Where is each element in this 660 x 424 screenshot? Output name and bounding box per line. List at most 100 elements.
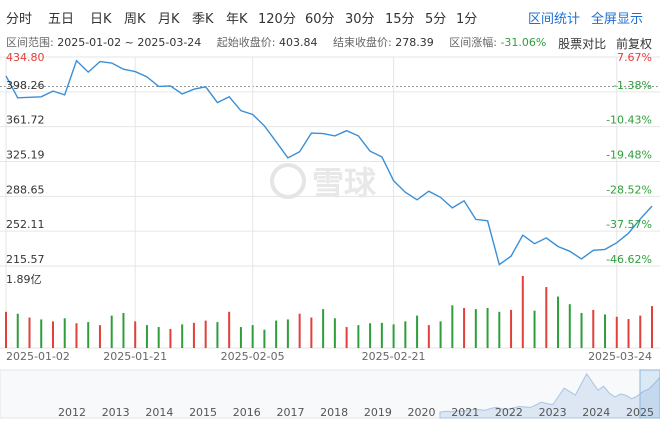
range-label: 区间范围: xyxy=(6,36,54,49)
chart-options: 股票对比 前复权 xyxy=(552,35,652,52)
volume-bar xyxy=(474,309,477,348)
volume-bar xyxy=(404,321,407,348)
volume-bar xyxy=(521,276,524,348)
navigator-year-label: 2021 xyxy=(451,406,479,419)
volume-bar xyxy=(110,315,113,348)
volume-bar xyxy=(333,318,336,348)
volume-bar xyxy=(157,327,160,348)
volume-bar xyxy=(380,322,383,348)
open-close-label: 起始收盘价: xyxy=(216,36,276,49)
volume-bar xyxy=(533,310,536,348)
volume-bar xyxy=(357,325,360,348)
tab-120-min[interactable]: 120分 xyxy=(258,12,296,27)
xueqiu-watermark: 雪球 xyxy=(270,163,377,202)
percent-tick-label: -19.48% xyxy=(606,148,652,161)
volume-bar xyxy=(239,327,242,348)
range-change-value: -31.06% xyxy=(500,36,547,49)
volume-bar xyxy=(51,321,54,348)
navigator-year-label: 2015 xyxy=(189,406,217,419)
volume-bar xyxy=(639,315,642,348)
period-tabs: 分时 五日 日K 周K 月K 季K 年K 120分 60分 30分 15分 5分… xyxy=(0,0,660,30)
percent-tick-label: -37.57% xyxy=(606,218,652,231)
tab-quarterly-k[interactable]: 季K xyxy=(192,12,214,27)
volume-bar xyxy=(181,324,184,348)
tab-yearly-k[interactable]: 年K xyxy=(226,12,248,27)
volume-bar xyxy=(615,316,618,348)
volume-bar xyxy=(498,311,501,348)
navigator-year-label: 2018 xyxy=(320,406,348,419)
navigator-year-label: 2020 xyxy=(408,406,436,419)
navigator-year-label: 2013 xyxy=(102,406,130,419)
volume-bar xyxy=(486,308,489,348)
navigator-year-label: 2019 xyxy=(364,406,392,419)
navigator-year-label: 2025 xyxy=(626,406,654,419)
time-navigator[interactable]: 2012 2013 2014 2015 2016 2017 2018 2019 2020 2021… xyxy=(0,369,660,419)
tab-timeshare[interactable]: 分时 xyxy=(6,12,33,27)
volume-bar xyxy=(580,312,583,348)
navigator-year-label: 2022 xyxy=(495,406,523,419)
range-stats-button[interactable]: 区间统计 xyxy=(528,12,581,27)
tab-30-min[interactable]: 30分 xyxy=(345,12,375,27)
end-close-label: 结束收盘价: xyxy=(333,36,392,49)
chart-grid xyxy=(0,56,660,349)
volume-bar xyxy=(122,312,125,348)
volume-bar xyxy=(251,325,254,348)
volume-bar xyxy=(392,324,395,348)
volume-bar xyxy=(627,319,630,348)
tab-5-min[interactable]: 5分 xyxy=(425,12,447,27)
navigator-year-label: 2024 xyxy=(582,406,610,419)
price-tick-label: 325.19 xyxy=(6,148,45,161)
percent-tick-label: -1.38% xyxy=(613,79,652,92)
volume-bar xyxy=(369,323,372,348)
volume-bar xyxy=(510,309,513,348)
volume-bar xyxy=(310,317,313,348)
navigator-year-label: 2023 xyxy=(539,406,567,419)
volume-bar xyxy=(651,306,653,348)
volume-bar xyxy=(63,318,66,348)
navigator-history-area xyxy=(439,372,660,419)
volume-bar xyxy=(192,322,195,348)
volume-bar xyxy=(286,319,289,348)
volume-bar xyxy=(345,327,348,348)
forward-adjust-toggle[interactable]: 前复权 xyxy=(615,37,652,51)
navigator-year-label: 2017 xyxy=(276,406,304,419)
chart-axes: 434.80 7.67% 398.26 -1.38% 361.72 -10.43% 325.… xyxy=(6,51,652,363)
fullscreen-button[interactable]: 全屏显示 xyxy=(591,12,644,27)
volume-bar xyxy=(416,315,419,348)
volume-bar xyxy=(204,320,207,348)
volume-bar xyxy=(75,323,78,348)
price-tick-label: 288.65 xyxy=(6,183,45,196)
range-value: 2025-01-02 ~ 2025-03-24 xyxy=(57,36,202,49)
volume-bar xyxy=(216,322,219,348)
volume-bar xyxy=(28,317,31,348)
volume-bar xyxy=(298,313,301,348)
tab-five-day[interactable]: 五日 xyxy=(48,12,75,27)
volume-bar xyxy=(87,322,90,348)
range-info-bar: 区间范围: 2025-01-02 ~ 2025-03-24 起始收盘价: 403… xyxy=(6,34,558,50)
close-price-line xyxy=(5,59,653,266)
navigator-selection-window xyxy=(639,369,660,419)
navigator-background xyxy=(0,369,660,419)
percent-tick-label: 7.67% xyxy=(617,51,652,64)
volume-bar xyxy=(439,321,442,348)
volume-bars xyxy=(5,276,653,348)
volume-bar xyxy=(545,287,548,348)
date-tick-label: 2025-03-24 xyxy=(588,350,652,363)
watermark-logo-icon xyxy=(270,163,306,199)
volume-bar xyxy=(169,328,172,348)
tab-daily-k[interactable]: 日K xyxy=(90,12,112,27)
watermark-text: 雪球 xyxy=(312,164,377,202)
tab-1-min[interactable]: 1分 xyxy=(456,12,478,27)
stock-compare-toggle[interactable]: 股票对比 xyxy=(558,37,607,51)
volume-bar xyxy=(134,321,137,348)
tab-monthly-k[interactable]: 月K xyxy=(158,12,180,27)
volume-bar xyxy=(322,309,325,348)
tab-60-min[interactable]: 60分 xyxy=(305,12,335,27)
date-tick-label: 2025-01-21 xyxy=(103,350,167,363)
tab-15-min[interactable]: 15分 xyxy=(385,12,415,27)
price-tick-label: 434.80 xyxy=(6,51,45,64)
tab-weekly-k[interactable]: 周K xyxy=(124,12,146,27)
price-tick-label: 215.57 xyxy=(6,253,45,266)
price-tick-label: 398.26 xyxy=(6,79,45,92)
